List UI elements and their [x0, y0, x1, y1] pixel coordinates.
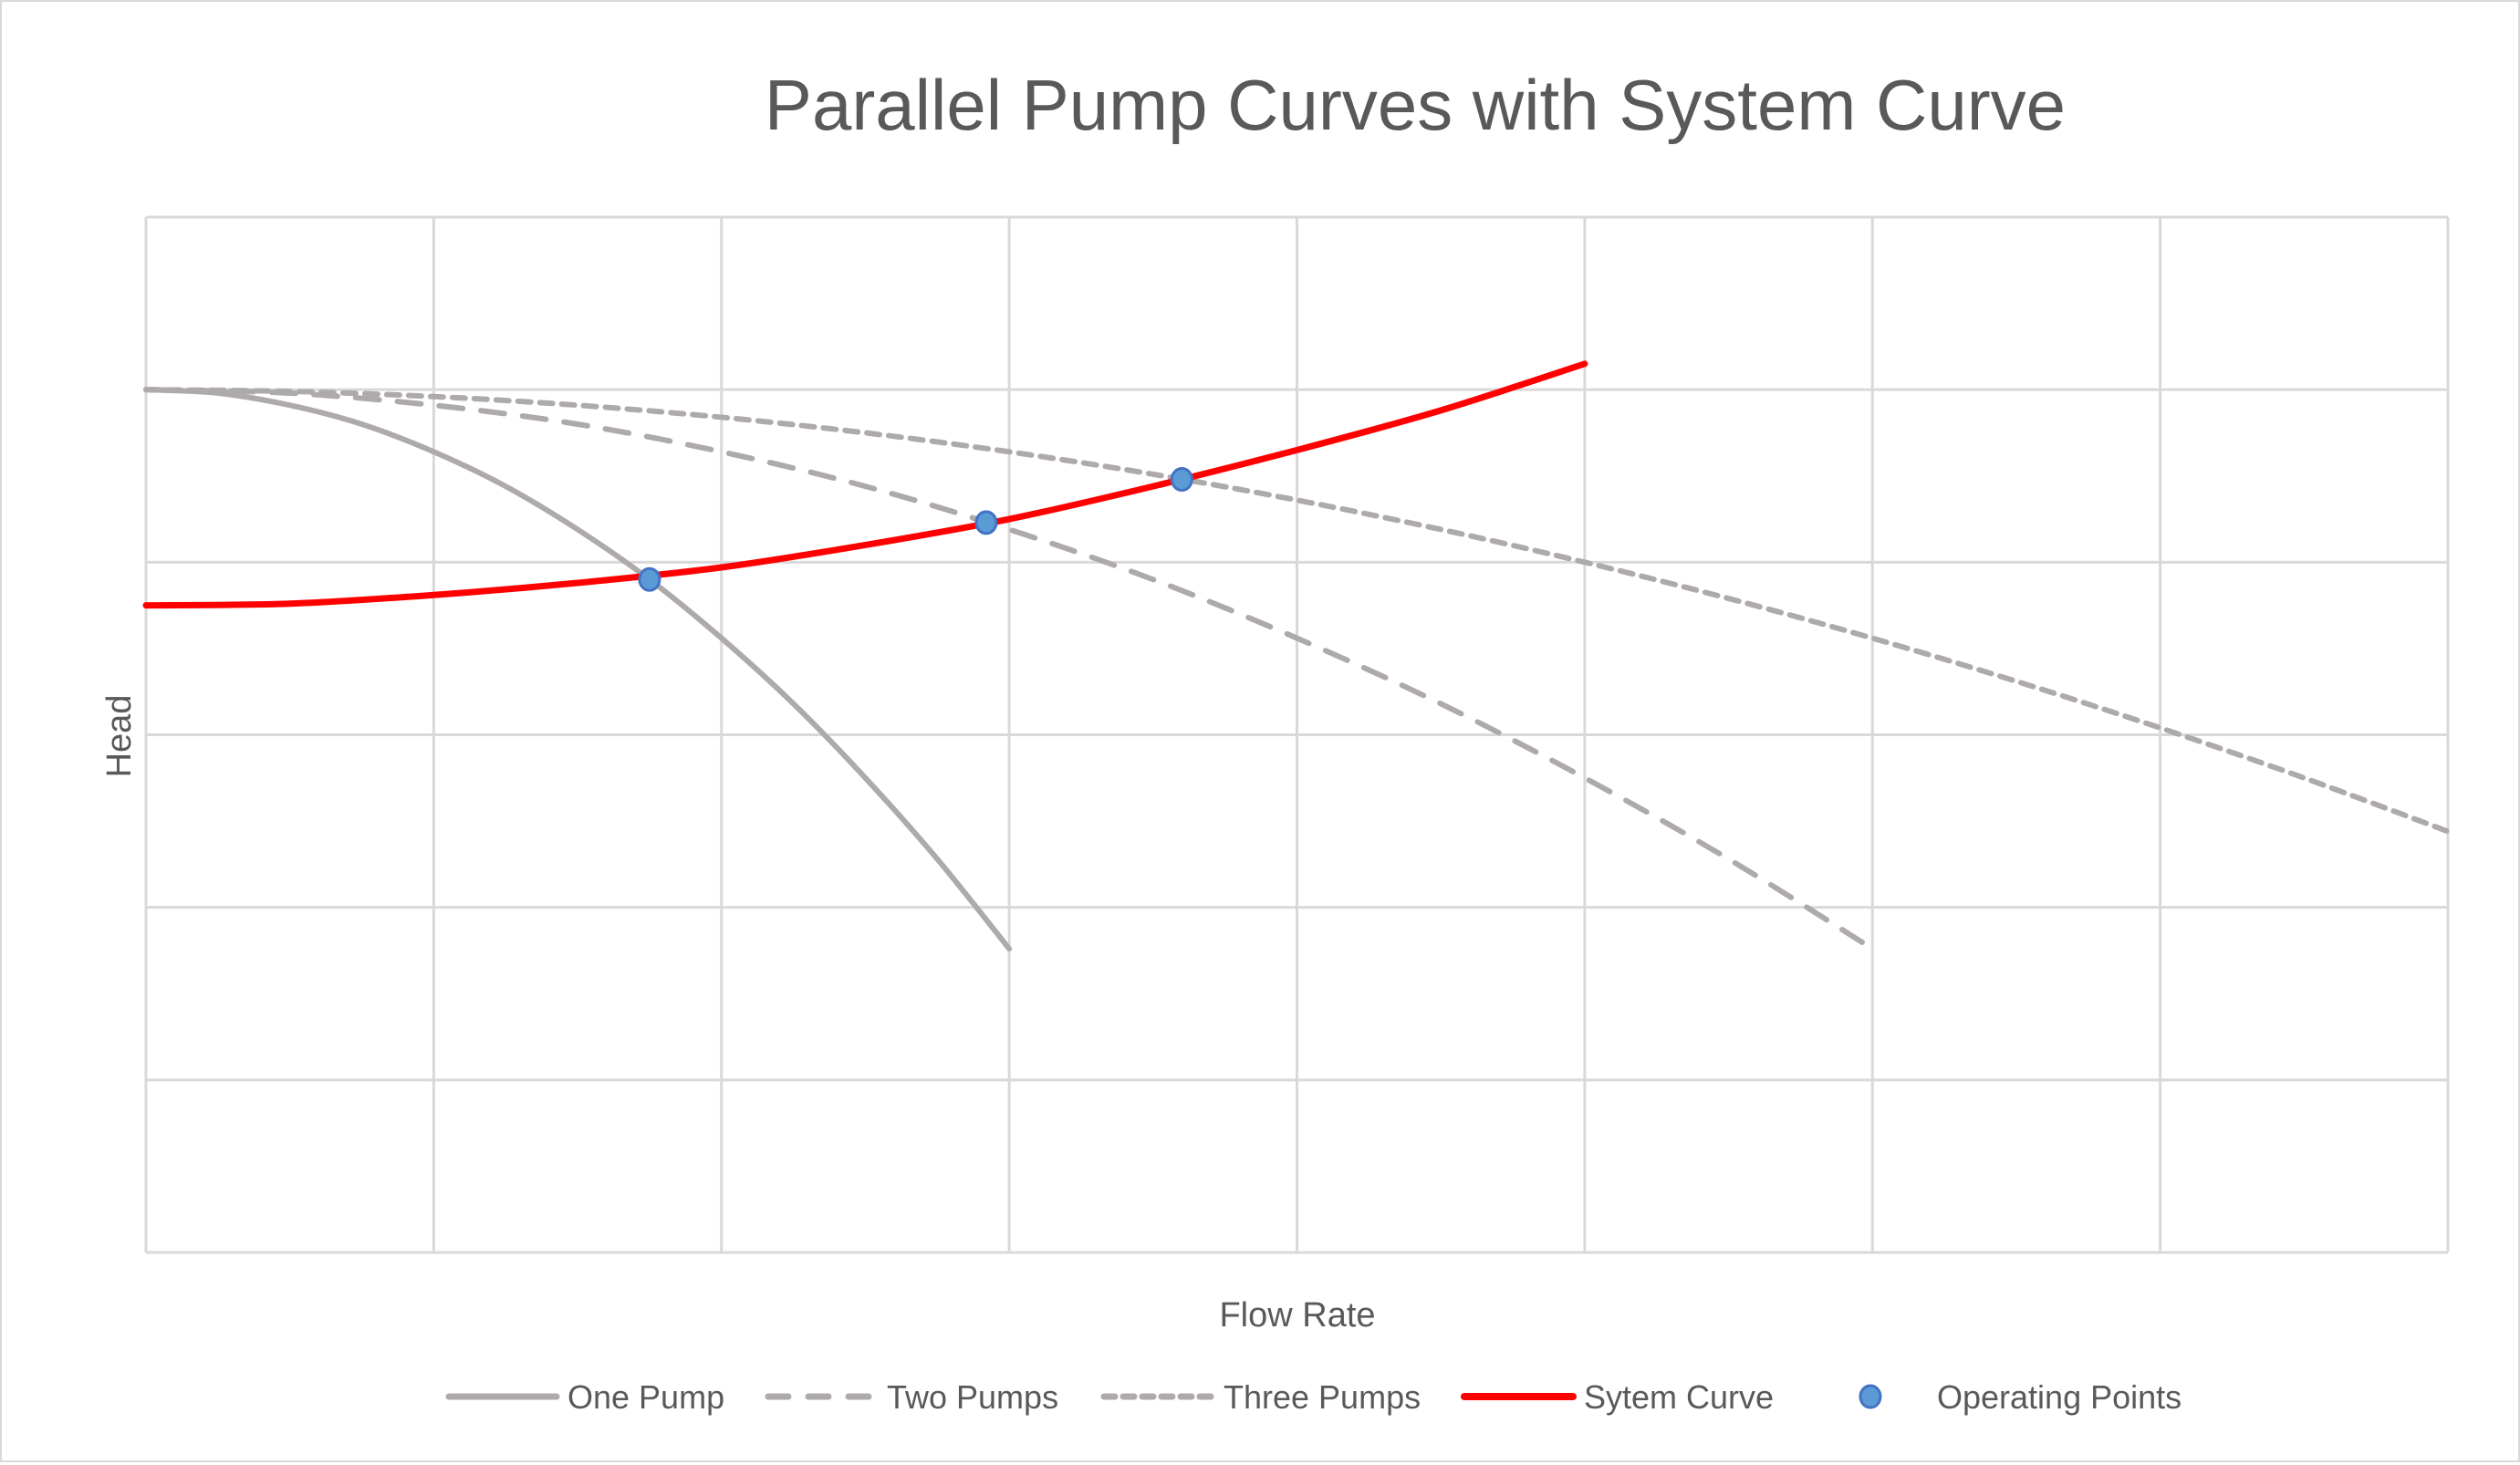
x-axis-label: Flow Rate [1219, 1296, 1375, 1335]
series-line-one-pump [143, 387, 1013, 952]
gridlines [144, 215, 2450, 1254]
legend-label: Sytem Curve [1584, 1378, 1774, 1416]
legend-item-one-pump: One Pump [445, 1378, 724, 1416]
operating-point [638, 566, 661, 592]
legend-item-two-pumps: Two Pumps [765, 1378, 1058, 1416]
legend-label: Two Pumps [887, 1378, 1058, 1416]
operating-points-layer [638, 467, 1193, 592]
legend: One Pump Two Pumps Three Pumps Sytem Curve O… [445, 1378, 2182, 1416]
series-layer [142, 360, 2451, 952]
series-line-sytem-curve [142, 360, 1588, 609]
series-line-two-pumps [143, 387, 1876, 952]
legend-item-sytem-curve: Sytem Curve [1461, 1378, 1774, 1416]
legend-item-three-pumps: Three Pumps [1100, 1378, 1421, 1416]
chart-title: Parallel Pump Curves with System Curve [765, 65, 2066, 145]
operating-point [974, 510, 998, 535]
series-line-three-pumps [143, 387, 2451, 835]
legend-item-operating-points: Operating Points [1859, 1378, 2182, 1416]
y-axis-label: Head [100, 695, 139, 778]
legend-swatch-operating-points [1859, 1384, 1882, 1409]
legend-label: Operating Points [1937, 1378, 2182, 1416]
legend-label: Three Pumps [1224, 1378, 1421, 1416]
operating-point [1170, 467, 1193, 493]
legend-label: One Pump [568, 1378, 724, 1416]
